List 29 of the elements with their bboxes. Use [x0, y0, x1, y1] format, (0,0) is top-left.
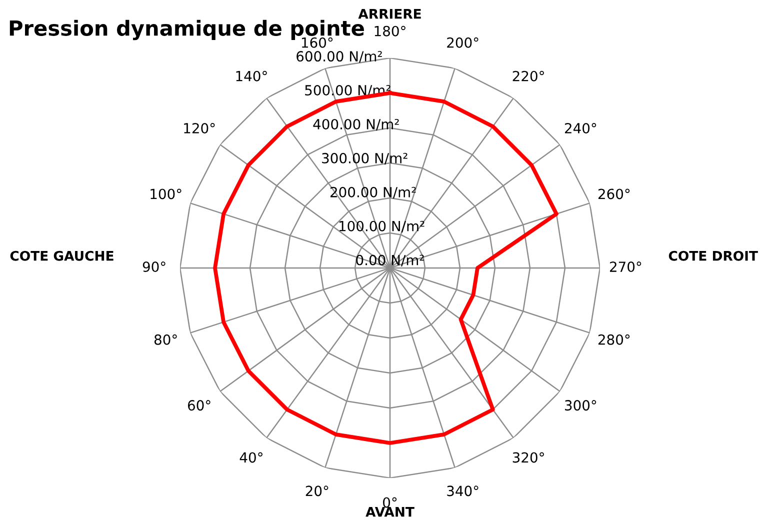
spoke-label: 300°: [565, 400, 596, 411]
spoke-label: 270°: [610, 262, 642, 272]
text: ARRIERE: [358, 9, 421, 19]
y-tick-label: 600.00 N/m²: [296, 51, 382, 63]
spoke-label: 240°: [564, 122, 596, 134]
spoke-label: 280°: [598, 334, 630, 345]
spoke-label: 100°: [150, 188, 182, 200]
spoke-label: 20°: [306, 486, 328, 496]
spoke-label: 220°: [512, 70, 544, 82]
text: AVANT: [366, 507, 414, 517]
y-tick-label: 0.00 N/m²: [356, 254, 424, 266]
spoke-label: 60°: [188, 400, 210, 411]
spoke-label: 340°: [447, 486, 478, 496]
spoke-label: 260°: [598, 188, 630, 200]
spoke-label: 180°: [374, 26, 406, 36]
spoke-label: 200°: [447, 37, 478, 48]
y-tick-label: 300.00 N/m²: [322, 152, 408, 165]
y-tick-label: 400.00 N/m²: [313, 118, 399, 131]
spoke-label: 140°: [236, 70, 267, 82]
y-tick-label: 100.00 N/m²: [339, 220, 424, 232]
spoke-label: 40°: [240, 452, 262, 463]
spoke-label: 320°: [512, 452, 544, 463]
spoke-label: 120°: [184, 122, 215, 134]
text: COTE DROIT: [668, 250, 758, 261]
spoke-label: 90°: [142, 262, 166, 272]
spoke-label: 0°: [383, 497, 397, 508]
spoke-label: 80°: [154, 334, 177, 345]
text: COTE GAUCHE: [10, 250, 114, 261]
y-tick-label: 200.00 N/m²: [330, 186, 416, 198]
